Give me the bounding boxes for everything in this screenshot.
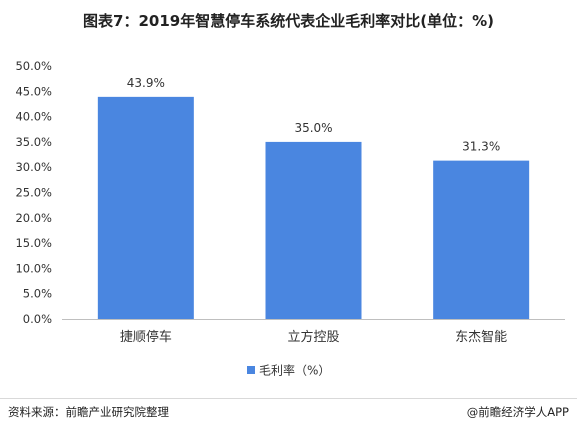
legend-swatch	[247, 366, 255, 374]
bar	[265, 141, 362, 319]
y-tick-label: 15.0%	[15, 236, 52, 250]
bar	[433, 160, 530, 319]
data-label: 35.0%	[294, 121, 332, 135]
y-axis: 0.0% 5.0% 10.0% 15.0% 20.0% 25.0% 30.0% 35.0% 40…	[15, 59, 52, 326]
y-tick-label: 0.0%	[23, 312, 52, 326]
y-tick-label: 25.0%	[15, 186, 52, 200]
bar	[97, 96, 194, 319]
x-axis: 捷顺停车 立方控股 东杰智能	[120, 329, 507, 345]
footer-divider	[0, 398, 577, 399]
y-tick-label: 35.0%	[15, 135, 52, 149]
data-label: 31.3%	[462, 140, 500, 154]
x-tick-label: 捷顺停车	[120, 329, 172, 345]
source-note: 资料来源：前瞻产业研究院整理	[8, 405, 169, 419]
y-tick-label: 10.0%	[15, 261, 52, 275]
bars	[97, 96, 530, 319]
y-tick-label: 20.0%	[15, 211, 52, 225]
legend: 毛利率（%）	[247, 363, 330, 378]
y-tick-label: 40.0%	[15, 110, 52, 124]
data-label: 43.9%	[127, 76, 165, 90]
y-tick-label: 50.0%	[15, 59, 52, 73]
y-tick-label: 45.0%	[15, 84, 52, 98]
legend-label: 毛利率（%）	[259, 363, 330, 378]
brand-credit: @前瞻经济学人APP	[466, 405, 569, 419]
x-tick-label: 东杰智能	[455, 330, 507, 345]
chart-title: 图表7：2019年智慧停车系统代表企业毛利率对比(单位：%)	[83, 12, 494, 30]
y-tick-label: 30.0%	[15, 160, 52, 174]
x-tick-label: 立方控股	[287, 329, 339, 345]
y-tick-label: 5.0%	[23, 287, 52, 301]
footer: 资料来源：前瞻产业研究院整理 @前瞻经济学人APP	[0, 404, 577, 424]
data-labels: 43.9% 35.0% 31.3%	[127, 76, 500, 154]
